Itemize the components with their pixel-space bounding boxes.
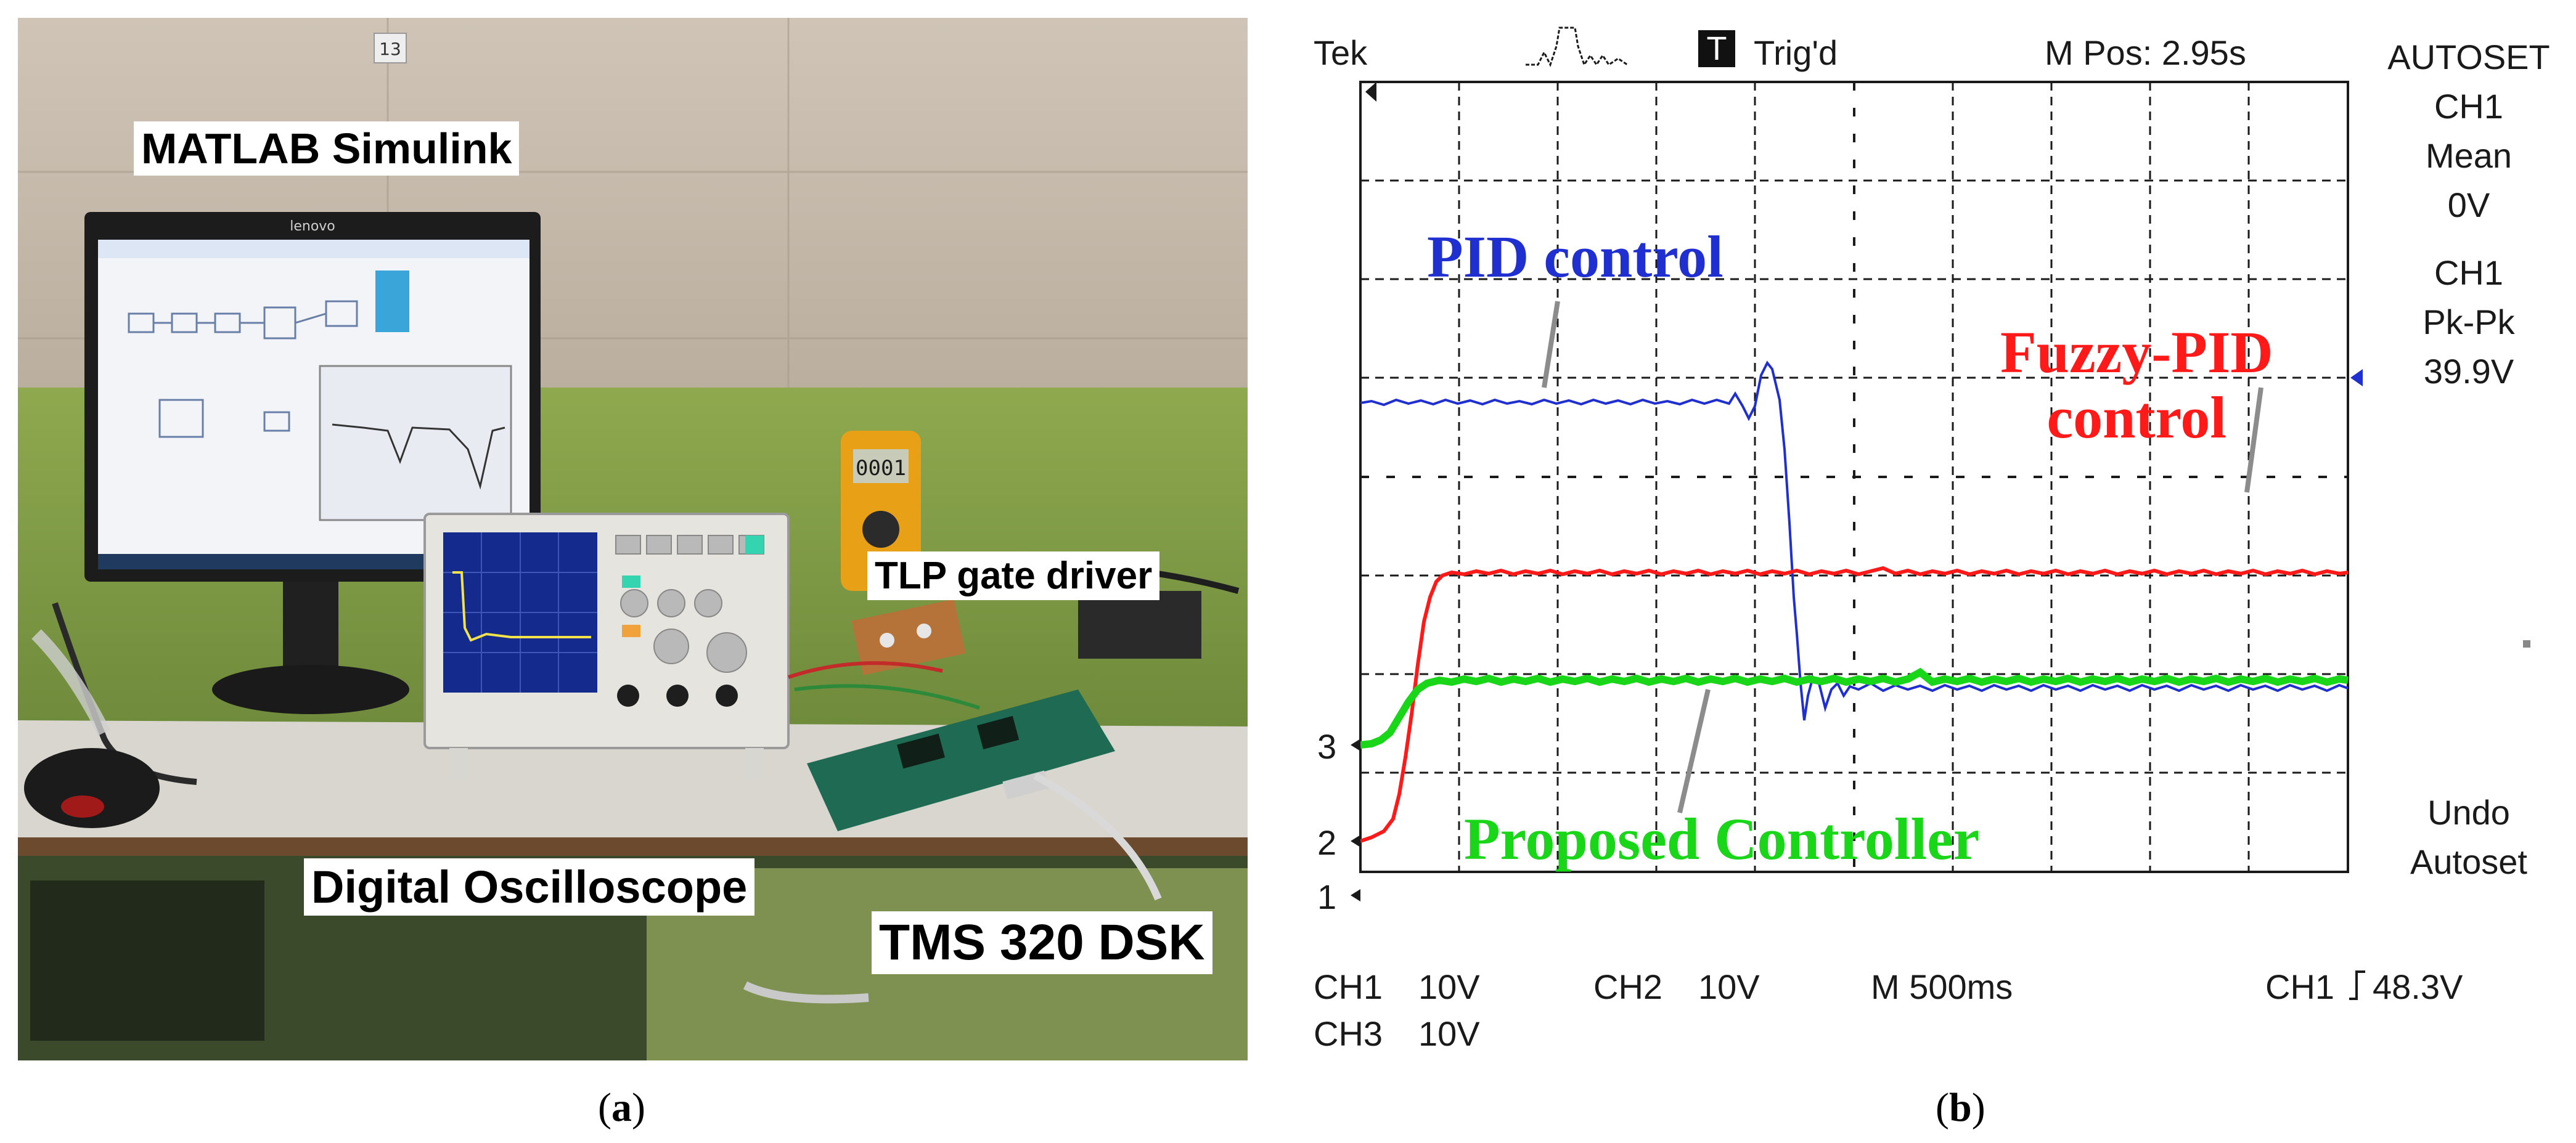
label-matlab-simulink: MATLAB Simulink [134, 121, 520, 176]
annotation-pid-control: PID control [1427, 224, 1723, 290]
label-tlp-gate-driver: TLP gate driver [867, 551, 1160, 600]
acquisition-icon [1526, 26, 1628, 67]
side-pkpk: Pk-Pk [2423, 303, 2515, 341]
scope-graticule [1351, 81, 2530, 901]
dsk-board [807, 689, 1115, 831]
side-autoset: AUTOSET [2387, 38, 2550, 76]
marker-ch3: 3 [1317, 727, 1337, 766]
ch3-scale: 10V [1418, 1014, 1480, 1053]
label-digital-oscilloscope: Digital Oscilloscope [304, 858, 755, 916]
wall-tag: 13 [379, 39, 401, 59]
caption-a-letter: a [611, 1085, 632, 1130]
trigger-level: 48.3V [2373, 967, 2463, 1006]
annotation-fuzzy-line2: control [2046, 384, 2227, 450]
side-ch1-pkpk-label: CH1 [2434, 253, 2504, 292]
oscilloscope-screen: Tek T Trig'd M Pos: 2.95s [1304, 18, 2576, 1060]
caption-b-letter: b [1948, 1085, 1972, 1130]
side-undo: Undo [2427, 793, 2510, 832]
annotation-fuzzy-pid-control: Fuzzy-PID control [2000, 320, 2273, 450]
m-pos-readout: M Pos: 2.95s [2045, 33, 2246, 72]
ch2-scale: 10V [1698, 967, 1760, 1006]
scope-brand: Tek [1314, 33, 1368, 72]
lab-setup-photo: lenovo [18, 18, 1248, 1060]
lab-setup-illustration: lenovo [18, 18, 1248, 1060]
caption-b: (b) [1936, 1085, 1985, 1130]
scope-side-panel: AUTOSET CH1 Mean 0V CH1 Pk-Pk 39.9V [2364, 33, 2574, 396]
annotation-proposed-controller: Proposed Controller [1464, 806, 1980, 872]
scope-undo-autoset: Undo Autoset [2364, 788, 2574, 887]
marker-ch2: 2 [1317, 823, 1337, 862]
ch1-scale: 10V [1418, 967, 1480, 1006]
annotation-fuzzy-line1: Fuzzy-PID [2000, 319, 2273, 385]
trace-fuzzy-pid [1360, 566, 2349, 843]
caption-a: (a) [598, 1085, 645, 1130]
mouse [24, 748, 160, 828]
monitor-brand: lenovo [290, 219, 335, 234]
marker-ch1: 1 [1317, 877, 1337, 916]
ch1-label: CH1 [1314, 967, 1383, 1006]
rising-edge-icon [2349, 970, 2365, 1000]
multimeter-reading: 0001 [856, 456, 906, 481]
side-mean-value: 0V [2447, 185, 2490, 224]
label-tms-320-dsk: TMS 320 DSK [872, 911, 1212, 974]
side-mean: Mean [2425, 136, 2513, 175]
side-pkpk-value: 39.9V [2423, 352, 2514, 391]
trigger-icon: T [1698, 30, 1735, 67]
trigger-status: Trig'd [1754, 33, 1838, 72]
timebase: M 500ms [1871, 967, 2013, 1006]
trace-proposed [1360, 667, 2349, 749]
side-autoset2: Autoset [2410, 842, 2527, 881]
ch2-label: CH2 [1593, 967, 1663, 1006]
ch3-label: CH3 [1314, 1014, 1383, 1053]
trigger-source: CH1 [2265, 967, 2335, 1006]
side-ch1-mean-label: CH1 [2434, 87, 2504, 126]
